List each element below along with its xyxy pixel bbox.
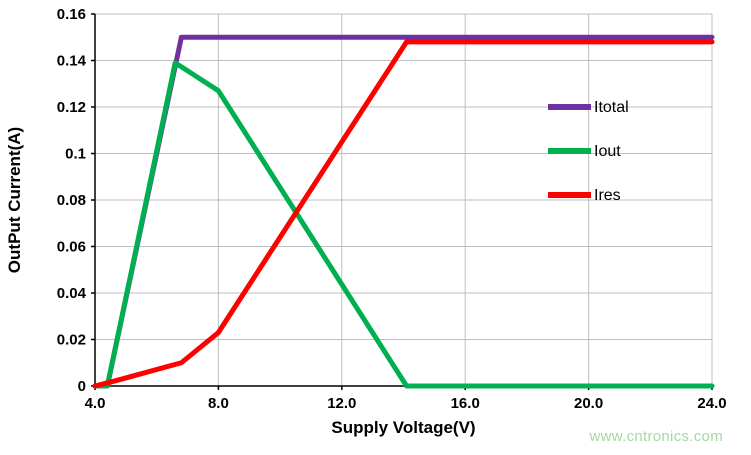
x-axis-title: Supply Voltage(V) (331, 418, 475, 437)
svg-text:4.0: 4.0 (85, 395, 106, 412)
tick-labels: 0 0.02 0.04 0.06 0.08 0.1 0.12 0.14 0.16 4.0 8.0 12… (57, 6, 727, 412)
legend-label-Iout: Iout (594, 143, 621, 160)
svg-text:24.0: 24.0 (697, 395, 726, 412)
svg-text:0: 0 (78, 378, 86, 395)
svg-text:0.16: 0.16 (57, 6, 86, 23)
svg-text:8.0: 8.0 (208, 395, 229, 412)
svg-text:0.12: 0.12 (57, 99, 86, 116)
svg-text:20.0: 20.0 (574, 395, 603, 412)
legend-label-Itotal: Itotal (594, 99, 629, 116)
svg-text:0.1: 0.1 (65, 146, 86, 163)
svg-text:12.0: 12.0 (327, 395, 356, 412)
series-Ires (92, 39, 715, 389)
y-axis-title: OutPut Current(A) (5, 127, 24, 273)
legend: Itotal Iout Ires (548, 99, 629, 204)
series-Itotal (92, 34, 715, 389)
series-Iout (92, 60, 715, 389)
svg-text:0.02: 0.02 (57, 332, 86, 349)
svg-text:0.06: 0.06 (57, 239, 86, 256)
svg-text:0.14: 0.14 (57, 53, 87, 70)
svg-text:16.0: 16.0 (451, 395, 480, 412)
legend-label-Ires: Ires (594, 187, 621, 204)
gridlines (95, 13, 713, 387)
svg-text:0.04: 0.04 (57, 285, 87, 302)
watermark: www.cntronics.com (589, 428, 723, 445)
svg-text:0.08: 0.08 (57, 192, 86, 209)
